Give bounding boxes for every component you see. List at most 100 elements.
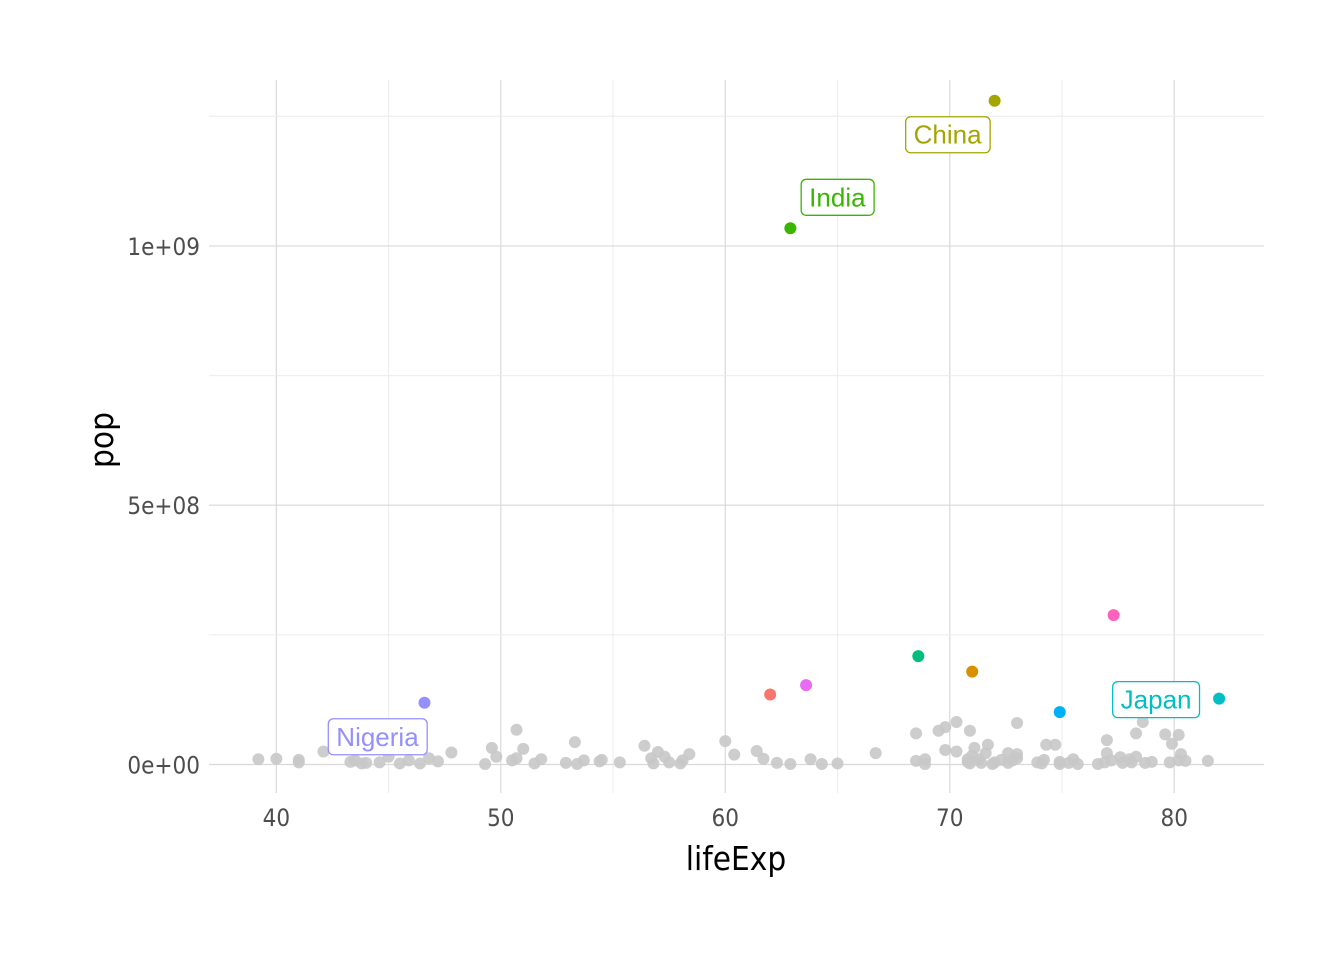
y-tick-label: 0e+00 [127,751,200,779]
x-tick-label: 50 [487,804,514,832]
background-point [919,753,932,766]
grid-layer [209,80,1264,793]
background-point [1165,737,1178,750]
background-point [950,745,963,758]
highlighted-points [418,94,1226,719]
label-box [800,178,875,216]
background-point [963,724,976,737]
background-point [1163,756,1176,769]
background-point [939,721,952,734]
background-point [683,748,696,761]
highlight-point [418,696,431,709]
background-point [1011,716,1024,729]
background-point [402,754,415,767]
highlight-point [966,665,979,678]
background-point [568,736,581,749]
background-point [1159,728,1172,741]
x-tick-label: 60 [712,804,739,832]
background-point [757,752,770,765]
background-point [770,756,783,769]
background-point [1130,727,1143,740]
background-point [981,738,994,751]
background-point [1179,754,1192,767]
background-point [950,715,963,728]
label-china: China [905,116,991,154]
country-labels: China India Nigeria Japan [327,116,1201,756]
background-point [360,756,373,769]
highlight-point [912,650,925,663]
y-tick-labels: 0e+00 5e+08 1e+09 [127,233,200,780]
background-points [252,715,1214,770]
label-text: China [914,120,982,150]
background-point [1136,715,1149,728]
background-point [1040,738,1053,751]
background-point [975,756,988,769]
background-point [831,757,844,770]
background-point [595,753,608,766]
background-point [968,741,981,754]
background-point [1201,754,1214,767]
highlight-point [800,679,813,692]
background-point [784,757,797,770]
background-point [414,757,426,770]
background-point [510,752,523,765]
background-point [663,756,676,769]
label-japan: Japan [1112,680,1201,719]
highlight-point [764,688,777,701]
x-axis-title: lifeExp [686,839,786,878]
x-tick-label: 40 [263,804,290,832]
label-box [327,718,428,756]
background-point [638,739,651,752]
background-point [535,753,548,766]
background-point [1071,757,1084,770]
label-india: India [800,178,875,216]
background-point [1145,755,1158,768]
background-point [431,755,444,768]
background-point [804,753,817,766]
label-nigeria: Nigeria [327,718,428,756]
background-point [647,757,660,770]
background-point [445,746,458,759]
background-point [1038,753,1051,766]
background-point [939,743,952,756]
label-text: India [809,182,866,212]
background-point [559,756,572,769]
highlight-point [784,222,797,235]
background-point [517,742,530,755]
background-point [1100,734,1113,747]
highlight-point [1213,692,1226,705]
background-point [577,754,590,767]
label-box [1112,680,1201,719]
background-point [490,750,503,763]
background-point [252,753,265,766]
background-point [815,757,828,770]
highlight-point [1053,706,1066,719]
label-text: Japan [1121,685,1192,715]
background-point [728,748,741,761]
background-point [1053,755,1066,768]
highlight-point [988,94,1001,107]
x-tick-label: 80 [1160,804,1187,832]
x-tick-label: 70 [936,804,963,832]
background-point [613,756,626,769]
x-tick-labels: 40 50 60 70 80 [263,804,1188,832]
background-point [1049,738,1062,751]
background-point [292,756,305,769]
y-tick-label: 1e+09 [127,233,200,261]
label-text: Nigeria [336,722,419,752]
background-point [1172,728,1185,741]
background-point [1011,752,1024,765]
background-point [910,727,923,740]
background-point [510,723,523,736]
y-tick-label: 5e+08 [127,492,200,520]
background-point [719,735,732,748]
background-point [1130,750,1143,763]
background-point [317,745,330,758]
label-box [905,116,991,154]
background-point [750,744,763,757]
background-point [485,741,498,754]
background-point [479,757,492,770]
highlight-point [1107,609,1120,622]
background-point [869,747,882,760]
